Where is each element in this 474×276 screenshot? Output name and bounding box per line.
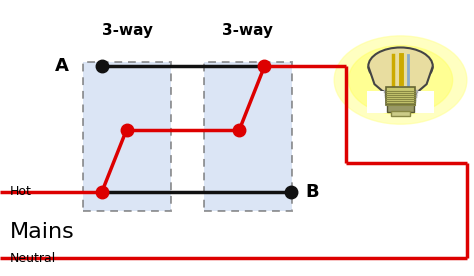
Text: B: B xyxy=(306,183,319,201)
Circle shape xyxy=(368,47,433,85)
Ellipse shape xyxy=(348,46,453,115)
Bar xyxy=(391,111,410,116)
Text: Mains: Mains xyxy=(9,222,74,242)
Text: Neutral: Neutral xyxy=(9,251,56,265)
Bar xyxy=(387,104,414,112)
Polygon shape xyxy=(368,66,433,91)
Bar xyxy=(204,62,292,211)
Text: 3-way: 3-way xyxy=(101,23,153,38)
Bar xyxy=(386,87,415,105)
Text: A: A xyxy=(55,57,69,75)
Text: Hot: Hot xyxy=(9,185,31,198)
Bar xyxy=(367,91,434,113)
Text: 3-way: 3-way xyxy=(222,23,273,38)
Ellipse shape xyxy=(334,36,467,124)
Bar xyxy=(83,62,171,211)
